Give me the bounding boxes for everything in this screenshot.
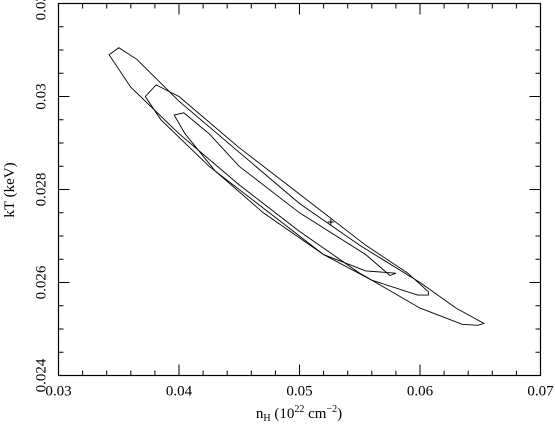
- y-tick-label: 0.03: [34, 83, 50, 109]
- x-tick-label: 0.03: [45, 384, 71, 400]
- contour-middle: [144, 84, 429, 296]
- contour-outer: [108, 47, 486, 326]
- x-tick-label: 0.04: [166, 384, 193, 400]
- best-fit-marker: [327, 219, 334, 226]
- plot-frame: [57, 2, 542, 377]
- y-tick-label: 0.024: [34, 358, 50, 392]
- x-axis-label: nH (1022 cm−2): [256, 404, 342, 424]
- ticks: [58, 3, 541, 376]
- contours: [108, 47, 486, 326]
- tick-labels: 0.03 0.04 0.05 0.06 0.07 0.024 0.026 0.028 0.03 0…: [34, 0, 555, 400]
- y-tick-label: 0.026: [34, 265, 50, 299]
- contour-inner: [173, 112, 397, 277]
- x-tick-label: 0.07: [527, 384, 554, 400]
- x-tick-label: 0.05: [286, 384, 312, 400]
- y-tick-label: 0.028: [34, 173, 50, 207]
- y-axis-label: kT (keV): [2, 162, 18, 217]
- x-tick-label: 0.06: [407, 384, 434, 400]
- y-tick-label: 0.032: [34, 0, 50, 20]
